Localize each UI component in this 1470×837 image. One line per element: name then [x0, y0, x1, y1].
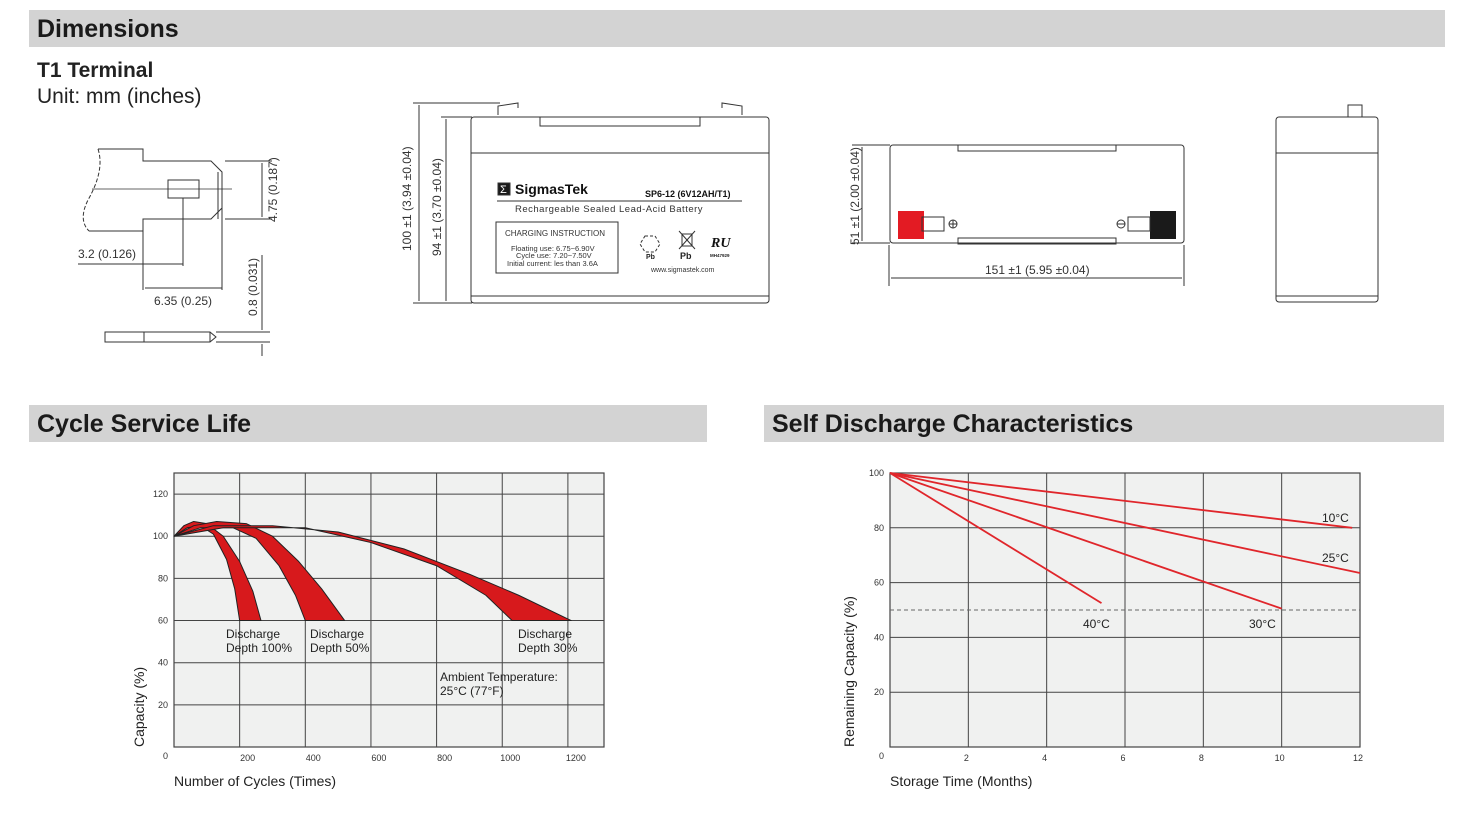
dim-terminal-length: 6.35 (0.25)	[154, 294, 212, 308]
charging-line: Cycle use: 7.20~7.50V	[516, 251, 592, 260]
y-tick-label: 80	[874, 523, 884, 533]
label-depth-30: Discharge Depth 30%	[518, 627, 578, 655]
y-tick-label: 80	[158, 573, 168, 583]
dim-hole-offset: 3.2 (0.126)	[78, 247, 136, 261]
x-tick-label: 10	[1275, 753, 1285, 763]
series-line-30c	[889, 472, 1282, 610]
terminal-title: T1 Terminal	[37, 59, 154, 82]
section-header-dimensions: Dimensions	[29, 10, 1445, 47]
dim-length: 151 ±1 (5.95 ±0.04)	[985, 263, 1090, 277]
dim-container-height: 94 ±1 (3.70 ±0.04)	[430, 158, 444, 256]
band-discharge-depth-30-	[173, 525, 572, 622]
y-tick-label: 60	[874, 578, 884, 588]
series-line-40c	[889, 472, 1102, 604]
x-tick-label: 8	[1199, 753, 1204, 763]
brand-name: SigmasTek	[515, 181, 588, 197]
section-header-cycle-life: Cycle Service Life	[29, 405, 707, 442]
label-30c: 30°C	[1249, 617, 1276, 631]
terminal-drawing: 3.2 (0.126) 6.35 (0.25) 4.75 (0.187) 0.8…	[78, 148, 280, 356]
website: www.sigmastek.com	[650, 267, 715, 274]
y-tick-label: 20	[158, 700, 168, 710]
x-tick-label: 4	[1042, 753, 1047, 763]
y-tick-label: 0	[879, 751, 884, 761]
y-tick-label: 100	[869, 468, 884, 478]
x-tick-label: 2	[964, 753, 969, 763]
ambient-temperature-note: Ambient Temperature: 25°C (77°F)	[440, 670, 558, 698]
model-name: SP6-12 (6V12AH/T1)	[645, 189, 731, 199]
band-discharge-depth-50-	[173, 520, 346, 622]
label-40c: 40°C	[1083, 617, 1110, 631]
battery-side-view	[1275, 104, 1379, 303]
svg-text:MH47929: MH47929	[710, 253, 730, 258]
x-axis-label: Storage Time (Months)	[890, 773, 1032, 789]
negative-terminal	[1150, 211, 1176, 239]
label-depth-50: Discharge Depth 50%	[310, 627, 370, 655]
series-line-10c	[889, 472, 1353, 529]
dim-width: 51 ±1 (2.00 ±0.04)	[848, 147, 862, 245]
x-tick-label: 6	[1120, 753, 1125, 763]
charging-title: CHARGING INSTRUCTION	[505, 229, 605, 238]
battery-front-view: 100 ±1 (3.94 ±0.04) 94 ±1 (3.70 ±0.04) Σ…	[400, 102, 770, 304]
y-tick-label: 60	[158, 616, 168, 626]
svg-text:Pb: Pb	[680, 251, 692, 261]
dim-terminal-thickness: 0.8 (0.031)	[246, 258, 260, 316]
y-tick-label: 0	[163, 751, 168, 761]
section-header-self-discharge: Self Discharge Characteristics	[764, 405, 1444, 442]
x-axis-label: Number of Cycles (Times)	[174, 773, 336, 789]
x-tick-label: 800	[437, 753, 452, 763]
positive-terminal	[898, 211, 924, 239]
dim-total-height: 100 ±1 (3.94 ±0.04)	[400, 146, 414, 251]
label-25c: 25°C	[1322, 551, 1349, 565]
y-tick-label: 40	[874, 632, 884, 642]
x-tick-label: 1200	[566, 753, 586, 763]
y-axis-label: Capacity (%)	[131, 667, 147, 747]
y-tick-label: 40	[158, 658, 168, 668]
unit-label: Unit: mm (inches)	[37, 85, 202, 108]
recycle-icon: Pb	[639, 235, 661, 261]
charging-line: Initial current: les than 3.6A	[507, 259, 598, 268]
charging-line: Floating use: 6.75~6.90V	[511, 244, 595, 253]
battery-top-view: 51 ±1 (2.00 ±0.04) 151 ±1 (5.95 ±0.04)	[848, 144, 1185, 286]
svg-text:Pb: Pb	[646, 254, 655, 261]
label-depth-100: Discharge Depth 100%	[226, 627, 293, 655]
y-tick-label: 20	[874, 687, 884, 697]
x-tick-label: 600	[371, 753, 386, 763]
x-tick-label: 400	[306, 753, 321, 763]
battery-description: Rechargeable Sealed Lead-Acid Battery	[515, 204, 703, 215]
y-tick-label: 100	[153, 531, 168, 541]
x-tick-label: 1000	[500, 753, 520, 763]
y-tick-label: 120	[153, 489, 168, 499]
label-10c: 10°C	[1322, 511, 1349, 525]
brand-logo-icon: Σ	[500, 184, 507, 196]
dim-terminal-height: 4.75 (0.187)	[266, 157, 280, 222]
series-line-25c	[889, 472, 1361, 574]
ul-mark-icon: RU MH47929	[710, 236, 731, 258]
svg-text:RU: RU	[710, 236, 731, 251]
x-tick-label: 200	[240, 753, 255, 763]
crossed-bin-icon: Pb	[678, 230, 696, 261]
dimension-drawings: 3.2 (0.126) 6.35 (0.25) 4.75 (0.187) 0.8…	[78, 102, 1379, 356]
x-tick-label: 12	[1353, 753, 1363, 763]
y-axis-label: Remaining Capacity (%)	[841, 596, 857, 747]
